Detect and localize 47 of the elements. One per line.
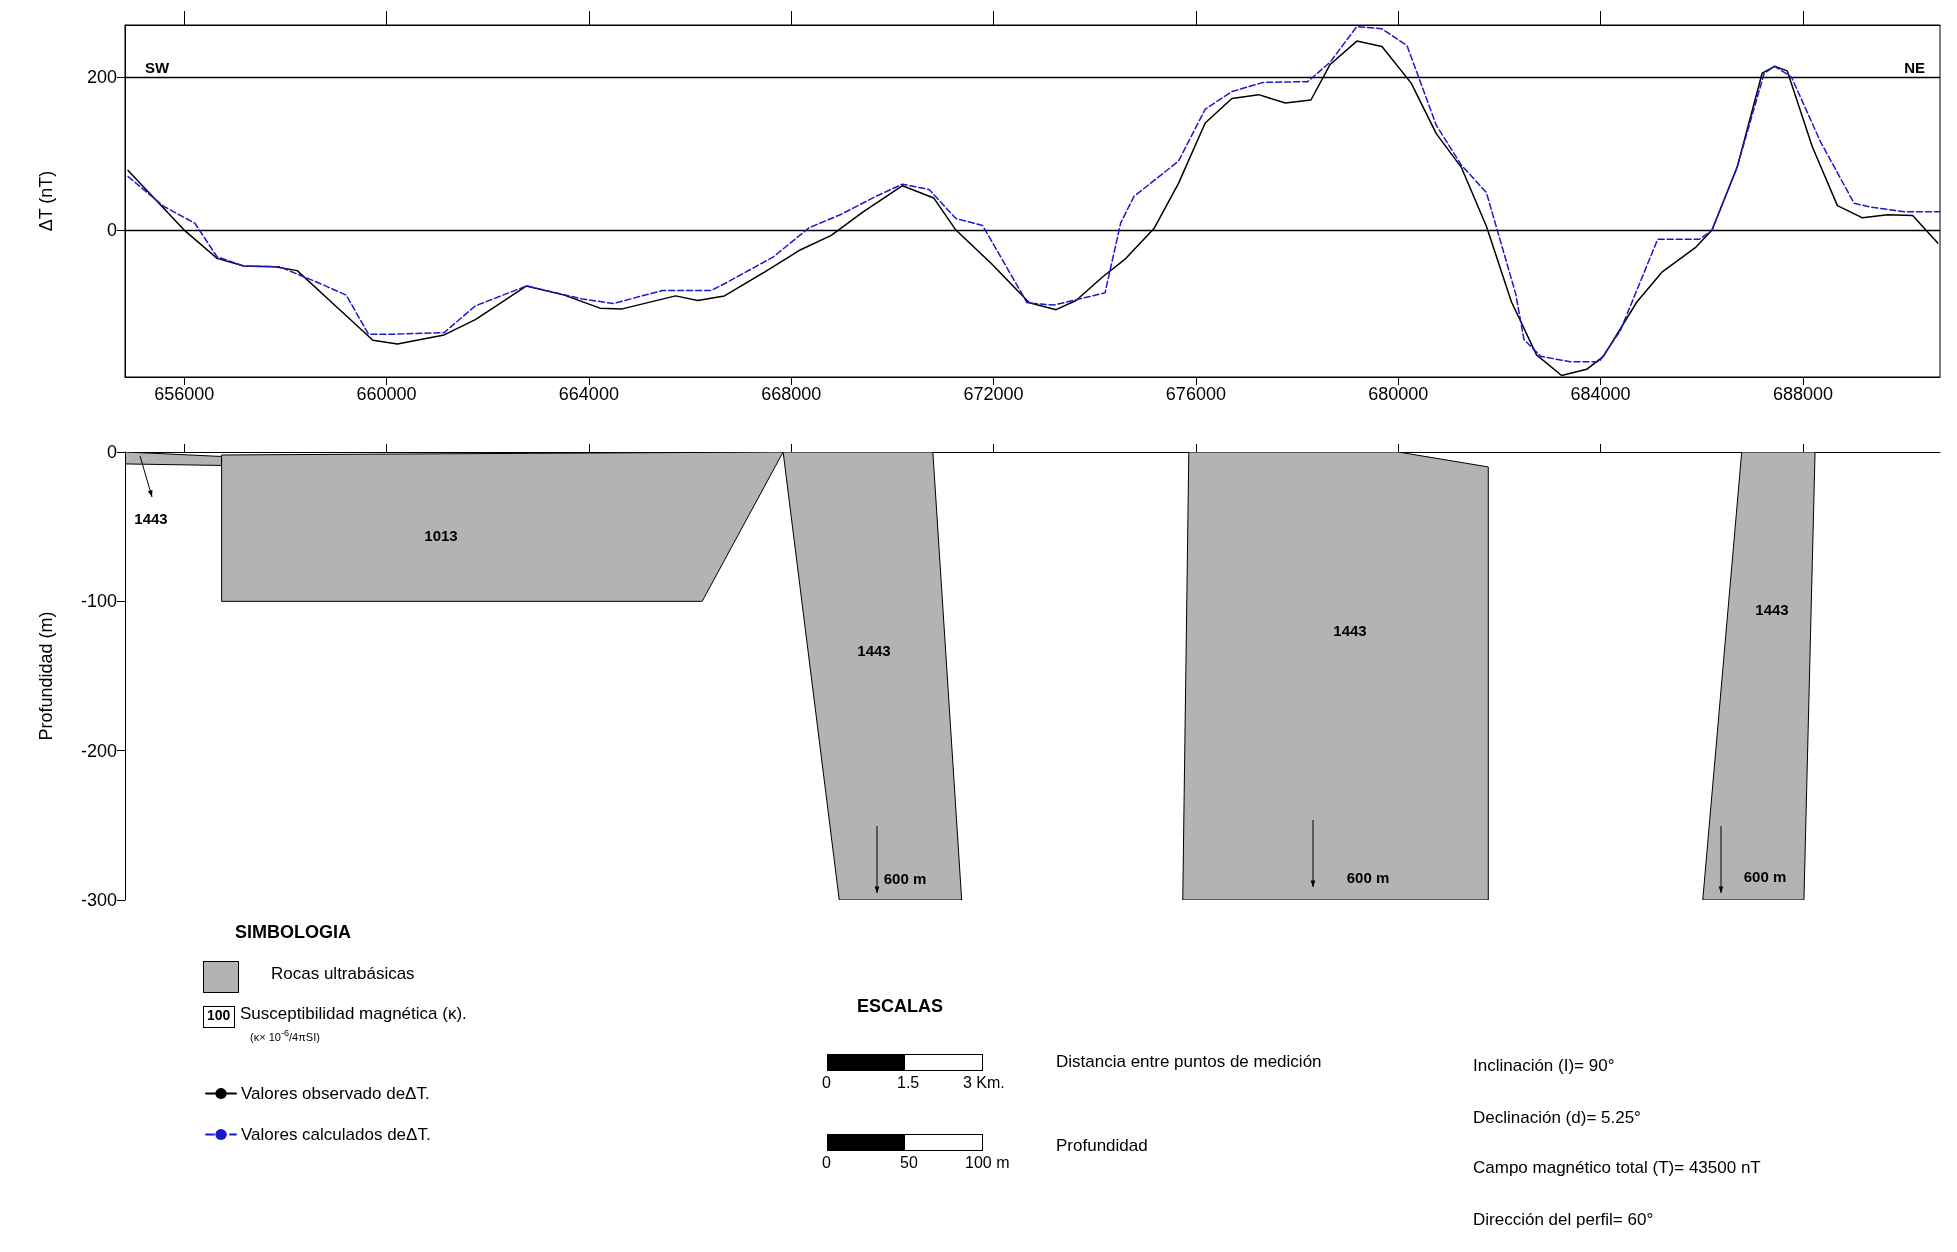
x-tick-label: 656000	[154, 384, 215, 404]
x-tick-label: 680000	[1368, 384, 1429, 404]
legend-label: Valores observado deΔT.	[241, 1084, 430, 1103]
text: Dirección del perfil= 60°	[1473, 1210, 1654, 1230]
text: 0	[822, 1154, 831, 1172]
annotation: 600 m	[1346, 868, 1390, 886]
y-tick-label: -300	[80, 890, 117, 910]
x-tick-label: 668000	[761, 384, 822, 404]
y-tick-label: 0	[106, 442, 117, 462]
text: 100 m	[965, 1154, 1010, 1172]
annotation: 600 m	[1743, 867, 1787, 885]
text: 1.5	[897, 1074, 920, 1092]
text: 50	[900, 1154, 918, 1172]
text: Distancia entre puntos de medición	[1056, 1052, 1322, 1072]
text: Profundidad	[1056, 1136, 1148, 1156]
annotation: 1013	[424, 526, 458, 544]
y-tick-label: -200	[80, 740, 117, 761]
text: 0	[822, 1074, 831, 1092]
y-axis-title: Profundidad (m)	[36, 611, 56, 741]
text: Declinación (d)= 5.25°	[1473, 1108, 1641, 1128]
text: Rocas ultrabásicas	[271, 964, 415, 984]
text: 100	[207, 1007, 231, 1023]
y-tick-label: 0	[106, 220, 117, 241]
annotation: NE	[1904, 59, 1926, 76]
annotation: 1443	[1333, 621, 1367, 639]
x-tick-label: 672000	[963, 384, 1024, 404]
annotation: 1443	[857, 641, 891, 659]
x-tick-label: 664000	[558, 384, 619, 404]
x-tick-label: 688000	[1772, 384, 1833, 404]
text: Inclinación (I)= 90°	[1473, 1056, 1615, 1076]
y-axis-title: ΔT (nT)	[36, 170, 56, 232]
annotation: 1443	[1755, 600, 1789, 618]
annotation: SW	[145, 59, 170, 76]
text: Campo magnético total (T)= 43500 nT	[1473, 1158, 1761, 1178]
text: 3 Km.	[963, 1074, 1005, 1092]
y-tick-label: -100	[80, 591, 117, 612]
x-tick-label: 676000	[1165, 384, 1226, 404]
text: Susceptibilidad magnética (κ).	[240, 1004, 467, 1024]
text: ESCALAS	[857, 996, 944, 1017]
text: (κ× 10$^{-6}$/4πSI)	[250, 1028, 320, 1043]
annotation: 1443	[134, 509, 168, 527]
y-tick-label: 200	[86, 67, 117, 88]
x-tick-label: 660000	[356, 384, 417, 404]
text: SIMBOLOGIA	[235, 922, 351, 943]
legend-label: Valores calculados deΔT.	[241, 1125, 431, 1144]
x-tick-label: 684000	[1570, 384, 1631, 404]
annotation: 600 m	[883, 869, 927, 887]
